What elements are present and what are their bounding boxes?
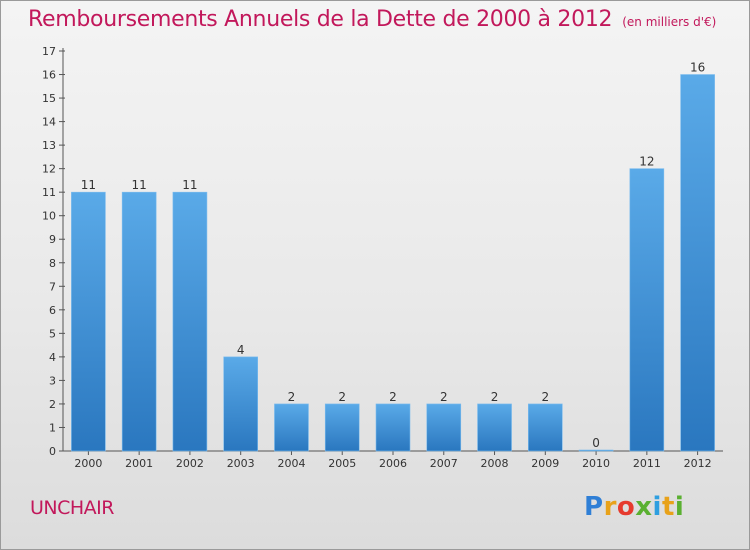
x-tick-label: 2010	[582, 457, 610, 470]
x-tick-label: 2007	[430, 457, 458, 470]
data-label-2006: 2	[389, 390, 397, 404]
chart-unit: (en milliers d'€)	[622, 15, 717, 29]
data-label-2000: 11	[81, 178, 96, 192]
x-tick-label: 2002	[176, 457, 204, 470]
y-tick-label: 16	[42, 69, 56, 82]
y-tick-label: 1	[49, 421, 56, 434]
data-label-2008: 2	[491, 390, 499, 404]
x-tick-label: 2001	[125, 457, 153, 470]
bar-2000	[71, 191, 106, 452]
bar-2001	[121, 191, 157, 452]
x-tick-label: 2009	[531, 457, 559, 470]
bar-2006	[375, 403, 411, 452]
bar-2012	[680, 74, 715, 452]
y-tick-label: 4	[49, 351, 56, 364]
bars	[71, 74, 715, 452]
y-tick-label: 9	[49, 233, 56, 246]
bar-2007	[426, 403, 462, 452]
y-tick-label: 13	[42, 139, 56, 152]
bar-2008	[477, 403, 512, 452]
bar-2010	[578, 449, 614, 452]
commune-name: UNCHAIR	[30, 497, 114, 519]
data-label-2012: 16	[690, 61, 705, 75]
y-tick-label: 11	[42, 186, 56, 199]
bar-2003	[223, 356, 258, 452]
bar-2009	[528, 403, 563, 452]
data-label-2003: 4	[237, 343, 245, 357]
x-tick-label: 2005	[328, 457, 356, 470]
chart-title: Remboursements Annuels de la Dette de 20…	[28, 7, 716, 32]
data-label-2005: 2	[338, 390, 346, 404]
x-tick-label: 2008	[481, 457, 509, 470]
data-label-2002: 11	[182, 178, 197, 192]
data-label-2009: 2	[541, 390, 549, 404]
y-tick-label: 2	[49, 398, 56, 411]
data-label-2007: 2	[440, 390, 448, 404]
x-tick-label: 2012	[684, 457, 712, 470]
y-tick-label: 6	[49, 304, 56, 317]
y-tick-label: 17	[42, 45, 56, 58]
x-tick-label: 2003	[227, 457, 255, 470]
data-label-2011: 12	[639, 155, 654, 169]
x-tick-label: 2011	[633, 457, 661, 470]
y-tick-label: 12	[42, 163, 56, 176]
proxiti-logo: Proxiti	[584, 492, 685, 522]
data-label-2010: 0	[592, 436, 600, 450]
bar-2005	[324, 403, 360, 452]
chart-title-text: Remboursements Annuels de la Dette de 20…	[28, 7, 613, 32]
y-tick-label: 14	[42, 116, 56, 129]
data-label-2004: 2	[288, 390, 296, 404]
y-tick-label: 7	[49, 280, 56, 293]
y-tick-label: 15	[42, 92, 56, 105]
x-tick-label: 2000	[74, 457, 102, 470]
bar-2011	[629, 168, 665, 452]
bar-2002	[172, 191, 208, 452]
data-label-2001: 11	[132, 178, 147, 192]
y-tick-label: 8	[49, 257, 56, 270]
x-tick-label: 2006	[379, 457, 407, 470]
x-tick-label: 2004	[277, 457, 305, 470]
y-tick-label: 5	[49, 327, 56, 340]
y-tick-label: 10	[42, 210, 56, 223]
bar-2004	[274, 403, 309, 452]
data-labels: 11 11 11 4 2 2 2 2 2 2 0 12 16	[81, 61, 706, 450]
y-tick-label: 0	[49, 445, 56, 458]
y-tick-label: 3	[49, 374, 56, 387]
